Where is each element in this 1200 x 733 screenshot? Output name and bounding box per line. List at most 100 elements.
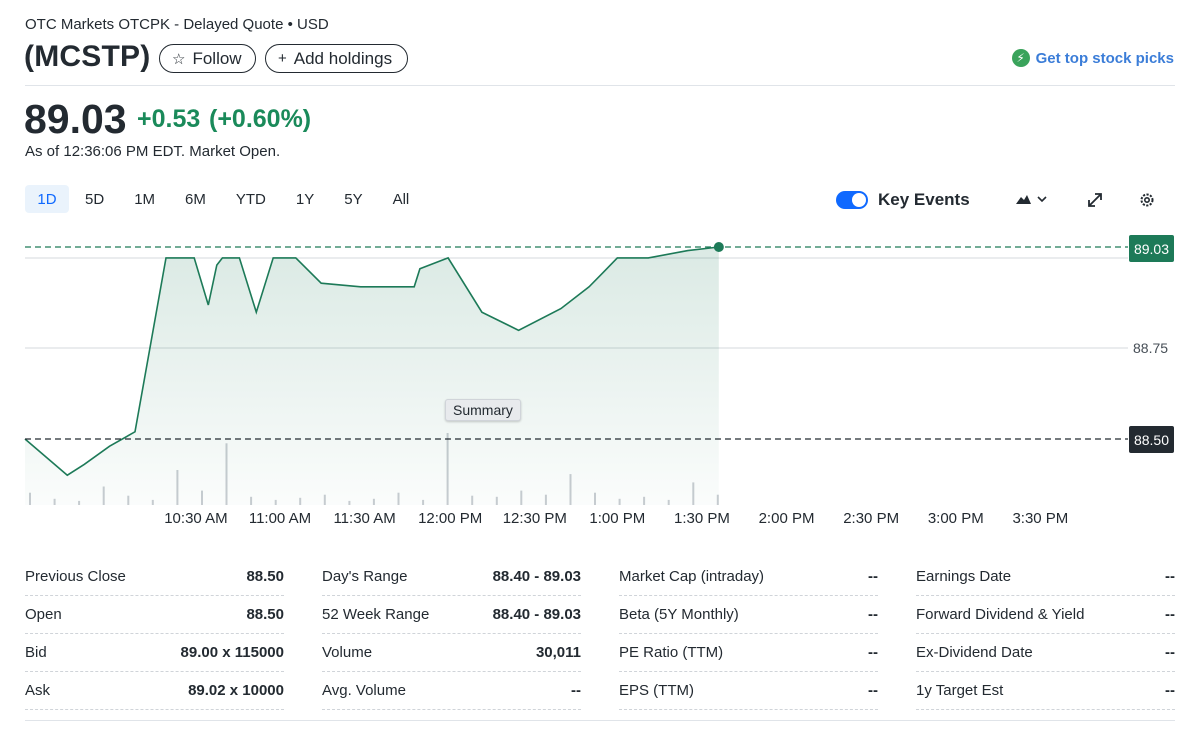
quote-statistics: Previous Close 88.50 Open 88.50 Bid 89.00 x 1… (25, 558, 1175, 710)
stat-value: -- (868, 644, 878, 661)
x-axis-tick: 10:30 AM (164, 510, 228, 527)
x-axis-tick: 12:30 PM (502, 510, 567, 527)
stat-row: Day's Range 88.40 - 89.03 (322, 558, 581, 596)
stat-value: 89.02 x 10000 (188, 682, 284, 699)
ticker-symbol: (MCSTP) (24, 40, 151, 73)
range-tab-5y[interactable]: 5Y (344, 190, 363, 208)
stat-label: Earnings Date (916, 568, 1012, 585)
stat-value: -- (1165, 682, 1175, 699)
last-price: 89.03 (24, 96, 127, 142)
toggle-knob (852, 193, 866, 207)
stat-label: 52 Week Range (322, 606, 430, 623)
stat-value: 30,011 (535, 644, 581, 661)
stat-value: 88.50 (246, 606, 284, 623)
x-axis-tick: 2:00 PM (758, 510, 815, 527)
key-events-toggle[interactable] (836, 191, 868, 209)
x-axis-tick: 3:00 PM (927, 510, 984, 527)
x-axis-tick: 11:30 AM (333, 510, 396, 527)
x-axis-tick: 3:30 PM (1012, 510, 1069, 527)
star-icon: ☆ (172, 50, 186, 68)
chevron-down-icon (1037, 196, 1047, 203)
range-tabs: 1D 5D 1M 6M YTD 1Y 5Y All (25, 185, 425, 213)
expand-chart-button[interactable] (1086, 189, 1104, 214)
stat-label: Ex-Dividend Date (916, 644, 1033, 661)
stat-value: -- (1165, 606, 1175, 623)
stat-label: Volume (322, 644, 373, 661)
range-tab-all[interactable]: All (392, 190, 410, 208)
stat-label: Market Cap (intraday) (619, 568, 765, 585)
stat-value: -- (571, 682, 581, 699)
stats-column: Day's Range 88.40 - 89.03 52 Week Range 88.… (322, 558, 581, 710)
x-axis-tick: 1:30 PM (673, 510, 730, 527)
range-tab-1m[interactable]: 1M (134, 190, 156, 208)
x-axis-tick: 12:00 PM (418, 510, 483, 527)
stat-row: Bid 89.00 x 115000 (25, 634, 284, 672)
header-divider (25, 85, 1175, 86)
last-price-marker (713, 242, 724, 252)
stat-label: Bid (25, 644, 47, 661)
x-axis-tick: 2:30 PM (843, 510, 900, 527)
gear-icon (1140, 193, 1154, 207)
stat-value: 88.40 - 89.03 (492, 568, 581, 585)
stat-value: 89.00 x 115000 (180, 644, 284, 661)
range-tab-6m[interactable]: 6M (185, 190, 206, 208)
x-axis-tick: 1:00 PM (589, 510, 646, 527)
stat-label: Day's Range (322, 568, 408, 585)
stat-label: Ask (25, 682, 51, 699)
plus-icon: + (278, 50, 287, 67)
stat-row: Earnings Date -- (916, 558, 1175, 596)
stat-label: PE Ratio (TTM) (619, 644, 724, 661)
stat-row: Open 88.50 (25, 596, 284, 634)
quote-timestamp: As of 12:36:06 PM EDT. Market Open. (25, 143, 281, 160)
last-price-tag: 89.03 (1129, 235, 1174, 262)
stat-label: Previous Close (25, 568, 126, 585)
stat-row: Market Cap (intraday) -- (619, 558, 878, 596)
follow-button[interactable]: ☆ Follow (159, 44, 256, 73)
price-area (25, 247, 719, 505)
stats-divider (25, 720, 1175, 721)
range-tab-1y[interactable]: 1Y (295, 190, 315, 208)
stat-row: PE Ratio (TTM) -- (619, 634, 878, 672)
exchange-info: OTC Markets OTCPK - Delayed Quote • USD (25, 16, 329, 33)
stat-row: Volume 30,011 (322, 634, 581, 672)
stat-row: Ask 89.02 x 10000 (25, 672, 284, 710)
stat-row: Ex-Dividend Date -- (916, 634, 1175, 672)
chart-canvas (24, 242, 1128, 505)
stat-label: 1y Target Est (916, 682, 1004, 699)
picks-label: Get top stock picks (1035, 49, 1174, 67)
price-change: +0.53 (137, 105, 201, 133)
add-holdings-button[interactable]: + Add holdings (265, 44, 408, 73)
stat-row: Avg. Volume -- (322, 672, 581, 710)
stat-label: Beta (5Y Monthly) (619, 606, 739, 623)
follow-label: Follow (192, 48, 242, 68)
price-chart[interactable]: 89.03 88.50 88.75 Summary 10:30 AM 11:00 … (0, 225, 1200, 535)
y-axis-tick: 88.75 (1133, 340, 1169, 356)
stat-label: Open (25, 606, 62, 623)
top-stock-picks-link[interactable]: ⚡ Get top stock picks (1011, 49, 1174, 67)
previous-close-tag: 88.50 (1129, 426, 1174, 453)
chart-settings-button[interactable] (1138, 189, 1156, 214)
stats-column: Earnings Date -- Forward Dividend & Yield -… (916, 558, 1175, 710)
stat-value: 88.50 (246, 568, 284, 585)
stat-row: Forward Dividend & Yield -- (916, 596, 1175, 634)
stat-label: Forward Dividend & Yield (916, 606, 1085, 623)
range-tab-ytd[interactable]: YTD (235, 190, 266, 208)
price-line (24, 246, 719, 477)
range-tab-5d[interactable]: 5D (85, 190, 105, 208)
exchange-label: OTC Markets OTCPK - Delayed Quote (25, 16, 284, 33)
mountain-chart-icon (1016, 195, 1047, 204)
stat-value: -- (1165, 644, 1175, 661)
stats-column: Previous Close 88.50 Open 88.50 Bid 89.00 x 1… (25, 558, 284, 710)
expand-icon (1088, 193, 1102, 207)
key-events-label: Key Events (878, 190, 970, 209)
bolt-icon: ⚡ (1011, 49, 1030, 67)
stat-label: EPS (TTM) (619, 682, 694, 699)
stat-row: Previous Close 88.50 (25, 558, 284, 596)
chart-type-selector[interactable] (1015, 189, 1049, 214)
currency-label: USD (297, 16, 329, 33)
range-tab-1d[interactable]: 1D (25, 185, 69, 213)
x-axis-tick: 11:00 AM (248, 510, 312, 527)
stat-value: -- (868, 568, 878, 585)
stat-row: 1y Target Est -- (916, 672, 1175, 710)
summary-tooltip[interactable]: Summary (445, 399, 521, 421)
